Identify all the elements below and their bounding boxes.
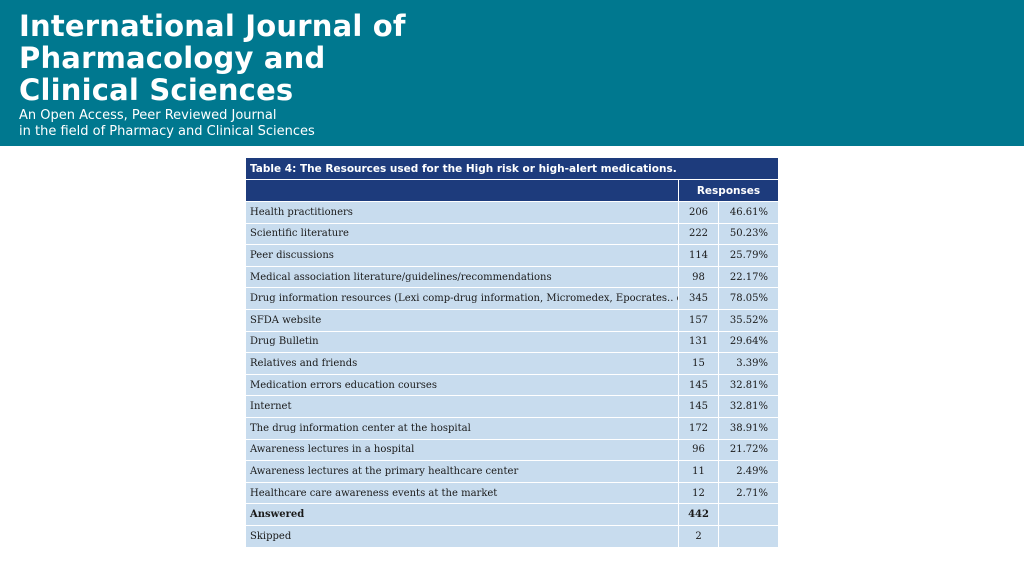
row-label: Medication errors education courses [245,373,679,397]
answered-row: Answered 442 [245,503,779,526]
table-row: Medication errors education courses 145 32… [245,373,779,397]
resources-table-container: Table 4: The Resources used for the High… [245,157,779,548]
table-row: Drug Bulletin 131 29.64% [245,330,779,354]
row-label: Scientific literature [245,222,679,246]
row-label: The drug information center at the hospi… [245,416,679,440]
answered-label: Answered [245,503,679,526]
journal-title: International Journal of Pharmacology an… [19,10,406,106]
journal-subtitle-line: An Open Access, Peer Reviewed Journal [19,108,277,123]
table-body: Health practitioners 206 46.61% Scientific … [245,201,779,548]
table-caption: Table 4: The Resources used for the High… [245,157,779,180]
row-count: 345 [678,287,719,310]
row-label: Drug information resources (Lexi comp-dr… [245,287,679,310]
table-row: Health practitioners 206 46.61% [245,201,779,224]
row-percent: 3.39% [718,352,779,375]
row-label: Drug Bulletin [245,330,679,354]
answered-count: 442 [678,503,719,526]
table-row: Relatives and friends 15 3.39% [245,352,779,375]
row-label: Internet [245,395,679,418]
table-row: Peer discussions 114 25.79% [245,244,779,267]
row-percent: 32.81% [718,395,779,418]
table-row: Scientific literature 222 50.23% [245,222,779,246]
row-label: Health practitioners [245,201,679,224]
table-row: Awareness lectures at the primary health… [245,460,779,483]
row-count: 157 [678,308,719,332]
row-label: Awareness lectures in a hospital [245,438,679,462]
table-row: SFDA website 157 35.52% [245,308,779,332]
table-row: Awareness lectures in a hospital 96 21.72% [245,438,779,462]
row-percent: 78.05% [718,287,779,310]
table-row: Medical association literature/guideline… [245,265,779,289]
skipped-row: Skipped 2 [245,524,779,548]
resources-table: Table 4: The Resources used for the High… [245,157,779,548]
row-label: Medical association literature/guideline… [245,265,679,289]
table-header-row: Responses [245,179,779,202]
row-label: Peer discussions [245,244,679,267]
answered-percent [718,503,779,526]
skipped-count: 2 [678,524,719,548]
table-row: Internet 145 32.81% [245,395,779,418]
row-percent: 35.52% [718,308,779,332]
row-count: 145 [678,395,719,418]
table-row: Healthcare care awareness events at the … [245,481,779,505]
skipped-percent [718,524,779,548]
responses-header: Responses [678,179,779,202]
skipped-label: Skipped [245,524,679,548]
row-percent: 46.61% [718,201,779,224]
row-percent: 2.71% [718,481,779,505]
row-count: 96 [678,438,719,462]
row-percent: 29.64% [718,330,779,354]
row-label: Healthcare care awareness events at the … [245,481,679,505]
row-count: 206 [678,201,719,224]
journal-subtitle-line: in the field of Pharmacy and Clinical Sc… [19,124,315,139]
table-caption-row: Table 4: The Resources used for the High… [245,157,779,180]
row-percent: 50.23% [718,222,779,246]
row-percent: 21.72% [718,438,779,462]
journal-title-line: International Journal of [19,9,406,43]
journal-title-line: Clinical Sciences [19,73,294,107]
row-percent: 32.81% [718,373,779,397]
row-count: 11 [678,460,719,483]
row-percent: 38.91% [718,416,779,440]
header-blank-cell [245,179,679,202]
row-count: 145 [678,373,719,397]
row-count: 12 [678,481,719,505]
row-count: 222 [678,222,719,246]
row-label: Awareness lectures at the primary health… [245,460,679,483]
row-label: Relatives and friends [245,352,679,375]
row-count: 114 [678,244,719,267]
row-count: 172 [678,416,719,440]
row-label: SFDA website [245,308,679,332]
journal-header: International Journal of Pharmacology an… [0,0,1024,146]
row-count: 15 [678,352,719,375]
row-count: 131 [678,330,719,354]
row-percent: 2.49% [718,460,779,483]
row-percent: 22.17% [718,265,779,289]
table-row: Drug information resources (Lexi comp-dr… [245,287,779,310]
row-count: 98 [678,265,719,289]
journal-subtitle: An Open Access, Peer Reviewed Journal in… [19,108,315,140]
table-row: The drug information center at the hospi… [245,416,779,440]
row-percent: 25.79% [718,244,779,267]
journal-title-line: Pharmacology and [19,41,326,75]
